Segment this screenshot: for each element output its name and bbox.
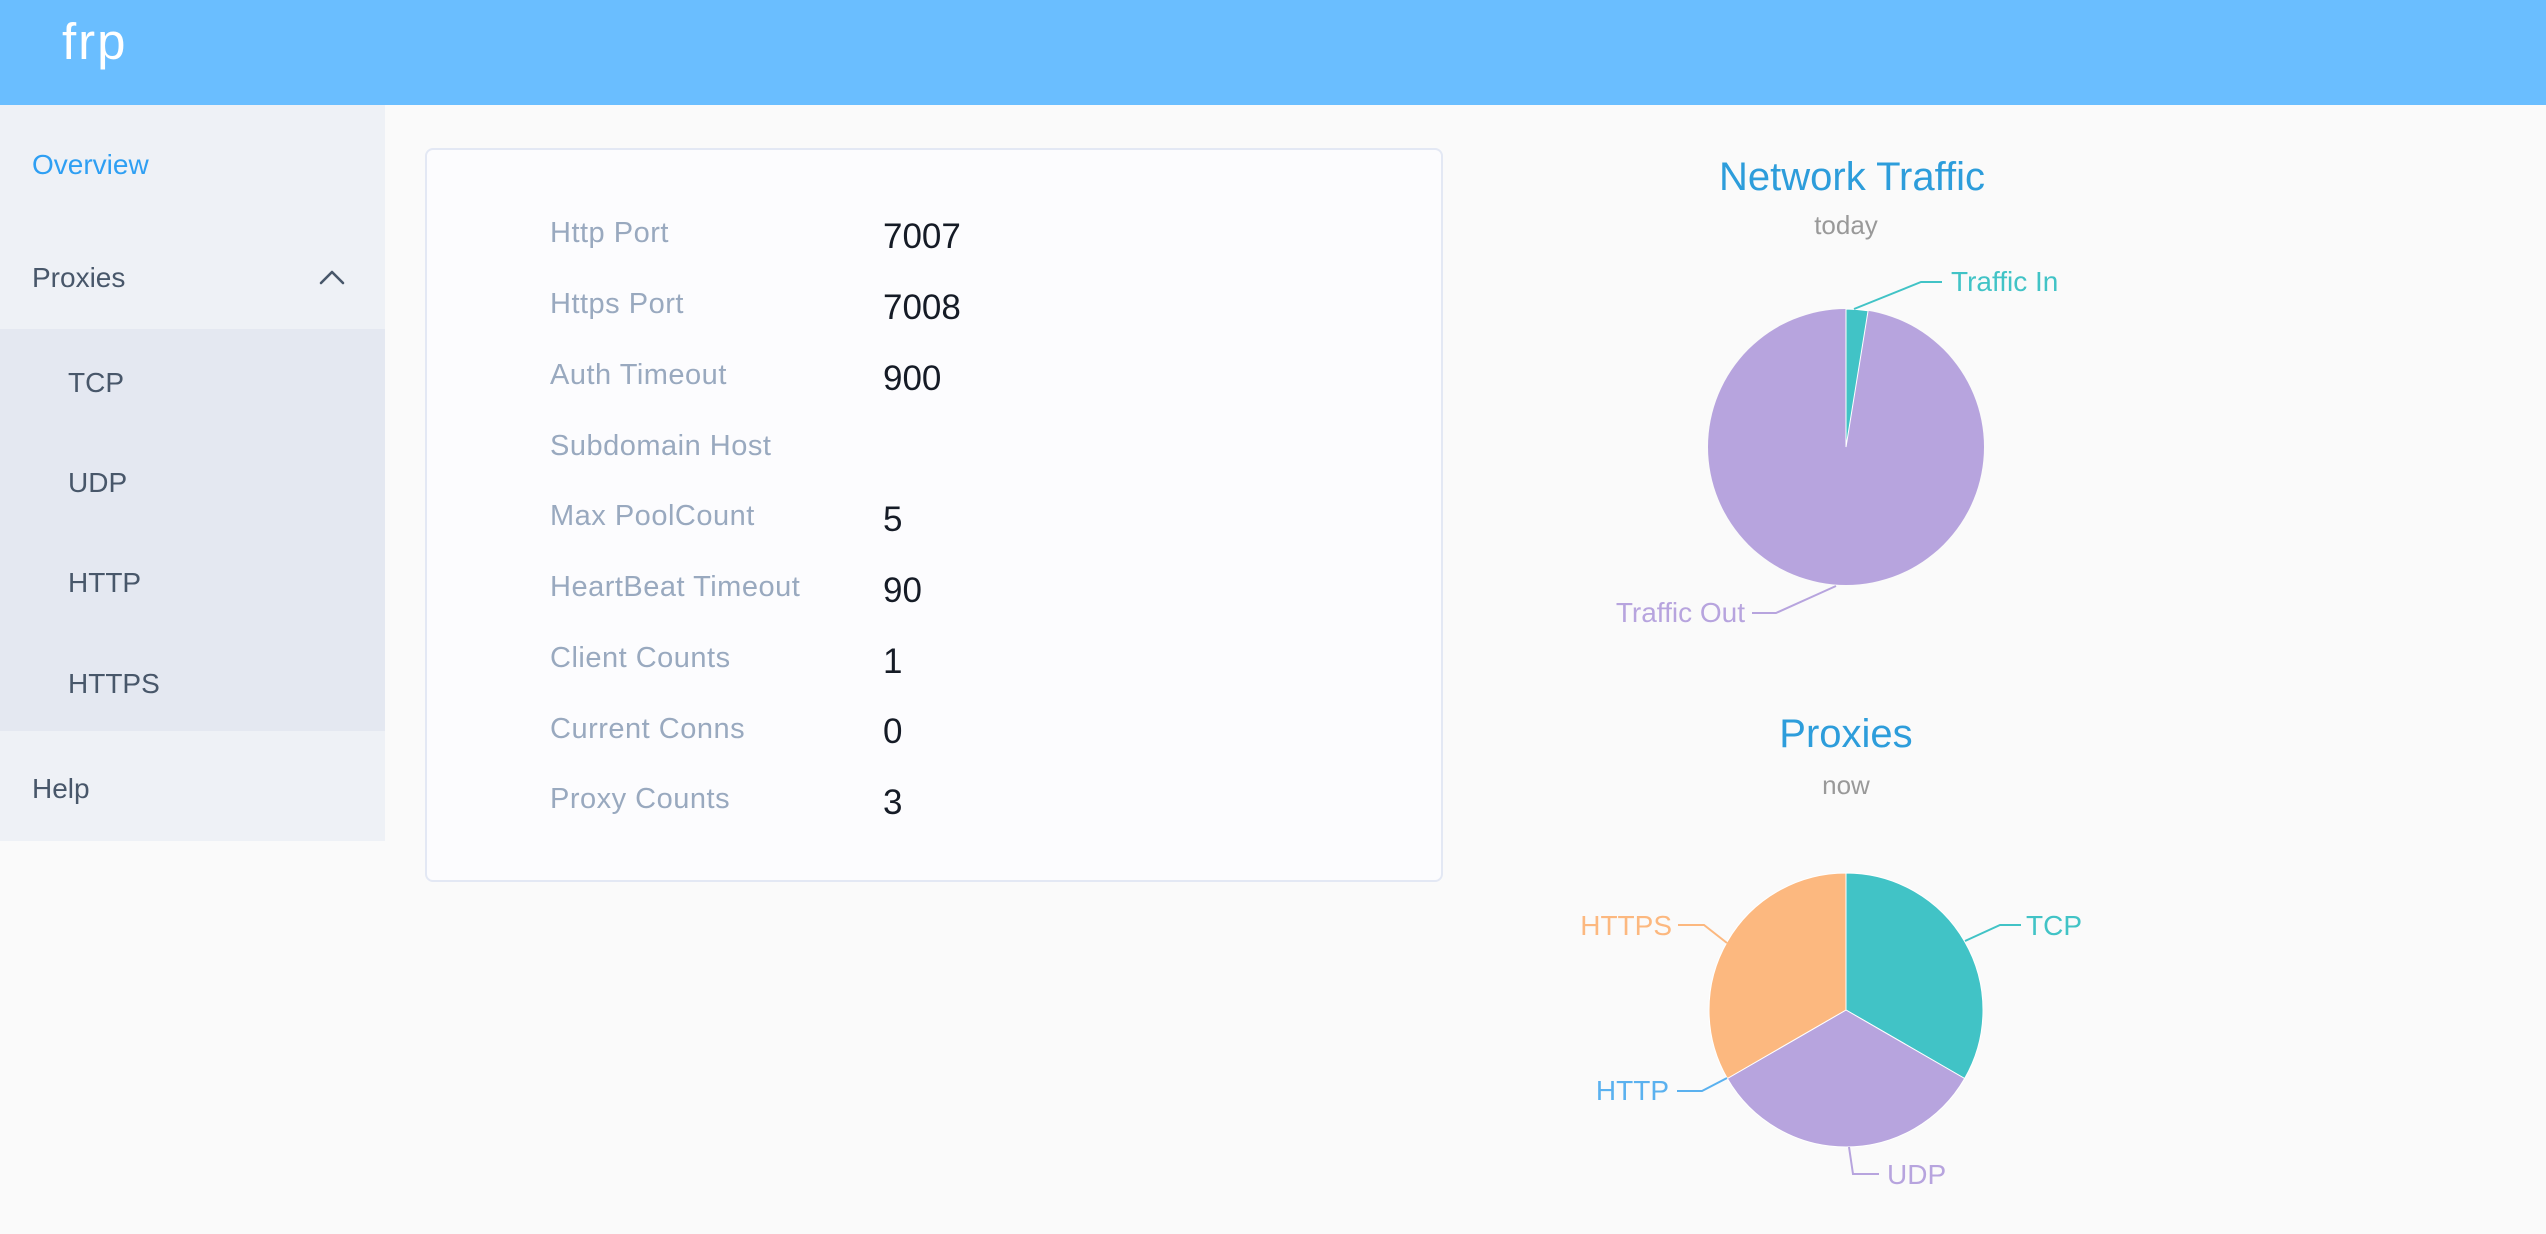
svg-text:today: today bbox=[1814, 210, 1878, 240]
svg-text:now: now bbox=[1822, 770, 1870, 800]
svg-text:HTTPS: HTTPS bbox=[1580, 910, 1672, 941]
svg-text:HTTP: HTTP bbox=[1596, 1075, 1669, 1106]
svg-text:Traffic Out: Traffic Out bbox=[1616, 597, 1745, 628]
svg-text:Proxies: Proxies bbox=[1779, 712, 1912, 756]
svg-text:Network Traffic: Network Traffic bbox=[1719, 155, 1985, 199]
svg-text:TCP: TCP bbox=[2026, 910, 2082, 941]
svg-text:UDP: UDP bbox=[1887, 1159, 1946, 1190]
svg-text:Traffic In: Traffic In bbox=[1951, 266, 2058, 297]
